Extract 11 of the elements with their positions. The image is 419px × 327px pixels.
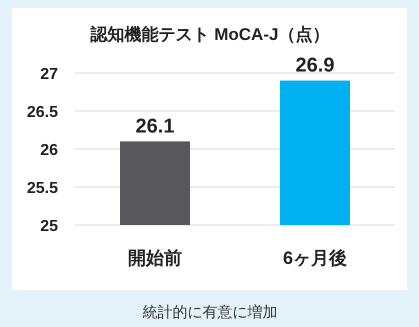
data-label: 26.9 (296, 54, 334, 77)
chart-title: 認知機能テスト MoCA-J（点） (90, 25, 330, 44)
x-tick-label: 6ヶ月後 (282, 248, 348, 268)
x-tick-label: 開始前 (128, 248, 182, 268)
data-label: 26.1 (136, 115, 174, 138)
text: 統計的に有意に増加 (142, 304, 278, 321)
y-tick-label: 25.5 (26, 180, 58, 197)
y-tick-label: 27 (40, 66, 58, 83)
y-tick-label: 26 (40, 142, 58, 159)
y-tick-label: 25 (40, 218, 58, 235)
y-tick-label: 26.5 (26, 104, 58, 121)
